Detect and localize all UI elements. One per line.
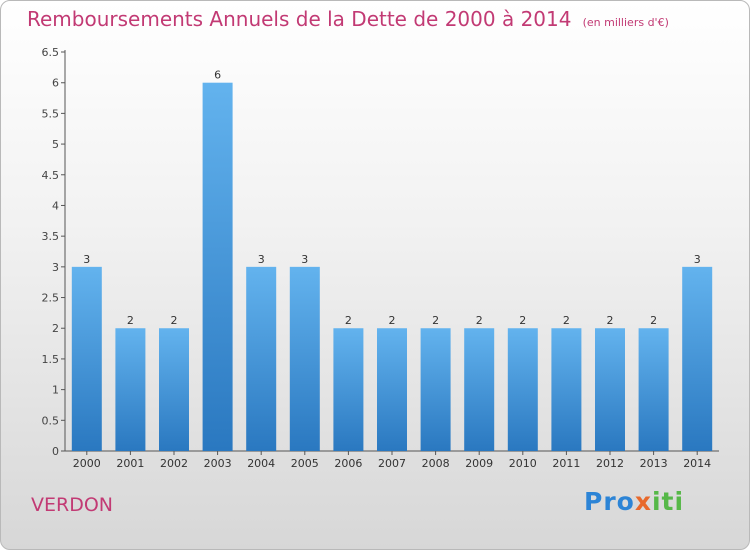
x-tick-label-2006: 2006 — [334, 457, 362, 470]
x-tick-label-2014: 2014 — [683, 457, 711, 470]
bar-2010 — [507, 328, 538, 451]
x-tick-label-2001: 2001 — [116, 457, 144, 470]
bar-2001 — [115, 328, 146, 451]
bar-value-label-2004: 3 — [258, 253, 265, 266]
y-tick-label-13: 6.5 — [42, 46, 60, 59]
x-tick-label-2003: 2003 — [204, 457, 232, 470]
bar-value-label-2014: 3 — [694, 253, 701, 266]
bar-value-label-2005: 3 — [301, 253, 308, 266]
x-tick-label-2009: 2009 — [465, 457, 493, 470]
bar-2007 — [377, 328, 407, 451]
proxiti-logo: Proxiti — [584, 487, 684, 516]
x-tick-label-2010: 2010 — [509, 457, 537, 470]
x-tick-label-2007: 2007 — [378, 457, 406, 470]
bar-value-label-2011: 2 — [563, 314, 570, 327]
chart-title-text: Remboursements Annuels de la Dette de 20… — [27, 7, 572, 31]
logo-part-3: iti — [651, 487, 685, 516]
bar-value-label-2009: 2 — [476, 314, 483, 327]
logo-part-2: x — [634, 487, 652, 516]
bar-2008 — [420, 328, 451, 451]
logo-part-1: Pro — [584, 487, 635, 516]
bar-2013 — [638, 328, 669, 451]
chart-title: Remboursements Annuels de la Dette de 20… — [27, 7, 669, 31]
bar-value-label-2001: 2 — [127, 314, 134, 327]
y-tick-label-12: 6 — [52, 77, 59, 90]
bar-2009 — [464, 328, 495, 451]
bar-2003 — [202, 82, 233, 451]
x-tick-label-2011: 2011 — [552, 457, 580, 470]
bar-2005 — [289, 266, 320, 451]
bar-2006 — [333, 328, 364, 451]
bar-value-label-2000: 3 — [83, 253, 90, 266]
y-tick-label-3: 1.5 — [42, 353, 60, 366]
bar-value-label-2013: 2 — [650, 314, 657, 327]
y-tick-label-9: 4.5 — [42, 169, 60, 182]
bar-value-label-2006: 2 — [345, 314, 352, 327]
bar-2000 — [71, 266, 102, 451]
y-tick-label-6: 3 — [52, 261, 59, 274]
y-tick-label-1: 0.5 — [42, 414, 60, 427]
y-tick-label-8: 4 — [52, 199, 59, 212]
y-tick-label-4: 2 — [52, 322, 59, 335]
x-tick-label-2004: 2004 — [247, 457, 275, 470]
x-tick-label-2005: 2005 — [291, 457, 319, 470]
x-tick-label-2002: 2002 — [160, 457, 188, 470]
bar-value-label-2010: 2 — [519, 314, 526, 327]
bar-2002 — [159, 328, 189, 451]
bar-2011 — [551, 328, 582, 451]
chart-unit: (en milliers d'€) — [582, 16, 669, 29]
bar-value-label-2007: 2 — [389, 314, 396, 327]
y-tick-label-7: 3.5 — [42, 230, 60, 243]
bar-2012 — [595, 328, 625, 451]
bar-value-label-2012: 2 — [607, 314, 614, 327]
y-tick-label-5: 2.5 — [42, 292, 60, 305]
x-tick-label-2013: 2013 — [640, 457, 668, 470]
y-tick-label-11: 5.5 — [42, 107, 60, 120]
y-tick-label-10: 5 — [52, 138, 59, 151]
y-tick-label-2: 1 — [52, 384, 59, 397]
bar-value-label-2002: 2 — [171, 314, 178, 327]
bar-value-label-2008: 2 — [432, 314, 439, 327]
bar-2004 — [246, 266, 277, 451]
x-tick-label-2000: 2000 — [73, 457, 101, 470]
x-tick-label-2012: 2012 — [596, 457, 624, 470]
bar-2014 — [682, 266, 713, 451]
town-name: VERDON — [31, 494, 114, 516]
x-tick-label-2008: 2008 — [422, 457, 450, 470]
bar-value-label-2003: 6 — [214, 69, 221, 82]
y-tick-label-0: 0 — [52, 445, 59, 458]
